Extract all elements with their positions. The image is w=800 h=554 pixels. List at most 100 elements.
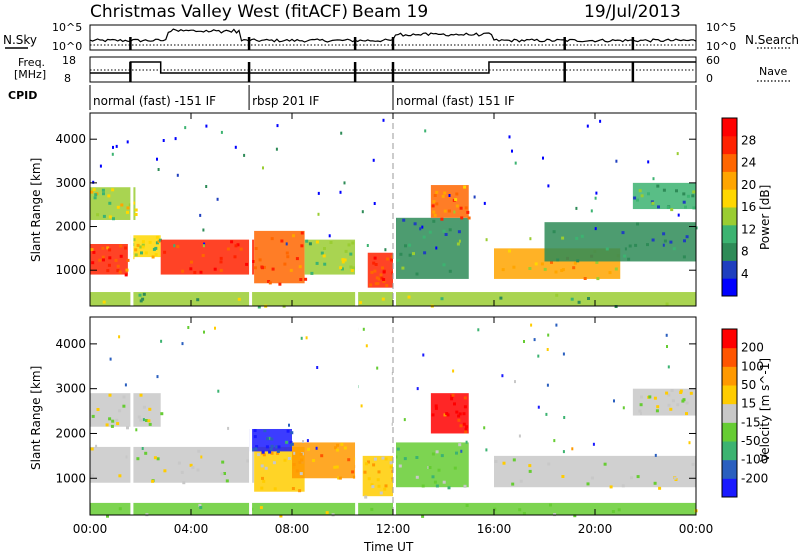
xtick-label-6: 00:00 [679,522,714,536]
scatter-point-12 [95,444,98,448]
speckle-5-15 [315,240,319,244]
speckle-1-12 [189,463,193,467]
colorbar-tick-0: 28 [741,133,756,147]
speckle-5-4 [320,251,324,255]
scatter-point-27 [115,144,118,148]
colorbar-tick-4: -15 [741,415,761,429]
colorbar-frame [721,117,738,297]
speckle-10-4 [106,514,109,518]
speckle-7-17 [412,252,415,256]
scatter-point-10 [677,213,680,217]
speckle-6-21 [382,278,386,281]
speckle-11-0 [686,194,690,198]
scatter-point-22 [203,242,206,246]
speckle-1-14 [91,261,95,265]
scatter-point-20 [424,129,427,133]
speckle-2-0 [287,457,291,460]
scatter-point-25 [135,428,138,432]
speckle-3-18 [193,271,197,274]
colorbar-cell-2 [722,441,737,461]
speckle-5-6 [310,271,314,275]
speckle-8-1 [691,462,695,466]
speckle-3-7 [239,247,243,251]
power-ylabel: Slant Range [km] [29,158,43,262]
nsky-label: N.Sky [3,33,37,47]
scatter-point-47 [676,152,679,156]
cpid-segment-label-0: normal (fast) -151 IF [93,94,216,108]
speckle-3-20 [307,447,310,451]
scatter-point-30 [662,243,665,247]
speckle-6-9 [390,258,394,262]
speckle-5-12 [323,262,327,266]
speckle-2-16 [141,243,145,247]
speckle-9-11 [689,391,693,395]
scatter-point-39 [599,119,602,123]
nsearch-label: N.Search [745,33,799,47]
scatter-point-48 [542,156,544,160]
speckle-9-19 [501,268,505,272]
speckle-2-17 [141,245,145,249]
speckle-10-7 [421,514,425,518]
speckle-0-14 [92,188,96,192]
speckle-8-6 [431,204,435,208]
speckle-6-5 [463,484,467,488]
data-gap-1 [249,317,253,515]
speckle-4-8 [285,440,289,444]
cpid-label: CPID [8,89,37,102]
speckle-9-18 [554,270,558,274]
scatter-point-12 [243,153,246,157]
speckle-7-1 [432,219,436,223]
speckle-5-8 [343,258,347,262]
speckle-3-2 [335,465,339,469]
speckle-10-20 [465,504,469,507]
speckle-4-6 [278,282,282,286]
speckle-1-1 [90,248,94,252]
data-gap-2 [355,113,359,306]
speckle-1-0 [116,264,120,268]
scatter-point-31 [485,448,488,452]
scatter-point-14 [315,446,318,450]
scatter-point-24 [421,225,424,229]
speckle-5-7 [381,456,385,460]
speckle-5-17 [364,462,368,466]
speckle-3-14 [320,454,324,458]
speckle-6-3 [377,277,381,281]
scatter-point-27 [391,372,394,376]
speckle-8-12 [512,458,516,462]
speckle-12-19 [102,300,106,304]
speckle-0-11 [160,412,164,416]
scatter-point-67 [384,248,387,252]
speckle-3-3 [189,267,193,271]
speckle-9-17 [560,269,564,272]
speckle-3-21 [343,446,347,450]
speckle-6-4 [415,456,419,459]
speckle-10-6 [605,247,609,251]
speckle-5-16 [367,477,371,481]
speckle-8-14 [630,476,633,480]
scatter-point-44 [184,126,187,130]
speckle-5-11 [370,483,374,487]
scatter-point-57 [202,228,205,232]
ytick-label-1-0: 1000 [55,471,86,485]
speckle-6-20 [376,282,380,286]
speckle-0-6 [96,213,100,217]
speckle-6-21 [403,457,407,461]
scatter-point-43 [640,411,642,415]
xtick-label-5: 20:00 [578,522,613,536]
speckle-9-7 [681,399,685,403]
colorbar-cell-8 [722,135,737,155]
speckle-0-1 [128,203,132,207]
speckle-2-11 [148,240,152,244]
speckle-9-3 [685,412,688,416]
nave-tick-top: 60 [706,54,720,67]
speckle-11-12 [647,192,650,196]
speckle-5-13 [341,260,345,264]
speckle-5-5 [322,254,326,258]
scatter-point-6 [555,323,558,327]
speckle-7-1 [462,412,466,416]
axes: 1000 2000 3000 4000 1000 2000 3000 4000 00:00 04:… [55,113,713,536]
scatter-point-56 [262,166,264,170]
ytick-label-0-0: 1000 [55,263,86,277]
speckle-7-3 [428,230,432,234]
ytick-label-1-1: 2000 [55,426,86,440]
